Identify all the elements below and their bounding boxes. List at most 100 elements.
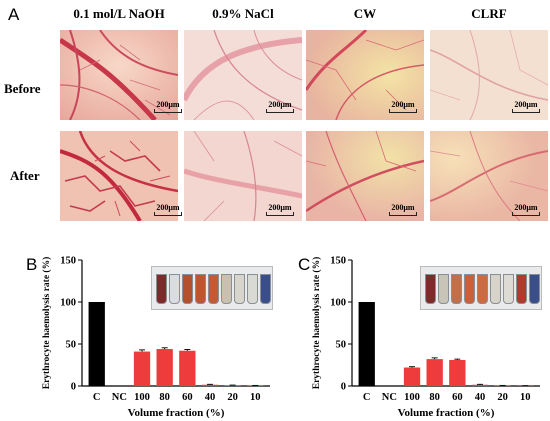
scale-label: 200μm bbox=[268, 203, 292, 212]
photo-before-cw bbox=[306, 30, 424, 120]
photo-after-clrf bbox=[430, 131, 548, 221]
haemolysis-chart-b: 0 50 100 150 C NC 100 80 60 40 20 10 Volume fraction… bbox=[41, 256, 270, 419]
scale-bar-before-naoh: 200μm bbox=[150, 100, 186, 113]
photo-before-nacl bbox=[184, 30, 302, 120]
scale-bar-after-cw: 200μm bbox=[385, 203, 421, 216]
bar bbox=[224, 385, 241, 386]
x-tick-label: 10 bbox=[250, 392, 260, 403]
scale-bar-line bbox=[389, 109, 417, 113]
bar bbox=[156, 349, 173, 386]
tube bbox=[529, 274, 540, 304]
scale-bar-before-clrf: 200μm bbox=[508, 100, 544, 113]
bar bbox=[471, 384, 489, 386]
panel-c-letter: C bbox=[298, 255, 311, 274]
y-tick-label: 50 bbox=[336, 340, 347, 351]
tube bbox=[156, 274, 167, 304]
tube bbox=[490, 274, 501, 304]
x-axis-label: Volume fraction (%) bbox=[398, 407, 495, 419]
x-tick-label: 100 bbox=[404, 392, 420, 403]
bar bbox=[449, 359, 466, 386]
scale-label: 200μm bbox=[156, 203, 180, 212]
row-label-after: After bbox=[10, 168, 40, 183]
scale-label: 200μm bbox=[391, 100, 415, 109]
tube bbox=[516, 274, 527, 304]
tube-photo-inset-b bbox=[151, 266, 273, 310]
tube bbox=[169, 274, 180, 304]
tube bbox=[477, 274, 488, 304]
photo-after-cw bbox=[306, 131, 424, 221]
bar bbox=[133, 351, 151, 386]
x-tick-label: 10 bbox=[520, 392, 531, 403]
tube bbox=[503, 274, 514, 304]
scale-label: 200μm bbox=[391, 203, 415, 212]
scale-bar-after-clrf: 200μm bbox=[508, 203, 544, 216]
y-tick-label: 150 bbox=[60, 256, 76, 267]
panel-a-letter: A bbox=[8, 5, 20, 24]
x-tick-label: 40 bbox=[475, 392, 486, 403]
x-tick-label: C bbox=[363, 392, 371, 403]
tube bbox=[464, 274, 475, 304]
x-tick-label: NC bbox=[382, 392, 397, 403]
x-tick-label: 60 bbox=[182, 392, 193, 403]
haemolysis-chart-c: 0 50 100 150 C NC 100 80 60 40 20 10 Volume fraction… bbox=[311, 256, 540, 419]
scale-bar-line bbox=[512, 109, 540, 113]
scale-bar-line bbox=[512, 212, 540, 216]
bar bbox=[179, 350, 196, 386]
y-axis-label: Erythrocyte haemolysis rate (%) bbox=[311, 257, 322, 390]
column-header-cw: CW bbox=[353, 6, 377, 21]
panel-b-letter: B bbox=[26, 255, 38, 274]
y-tick-label: 50 bbox=[66, 340, 77, 351]
y-tick-label: 150 bbox=[330, 256, 346, 267]
scale-bar-before-cw: 200μm bbox=[385, 100, 421, 113]
y-tick-label: 0 bbox=[341, 382, 346, 393]
photo-before-naoh bbox=[60, 30, 178, 120]
tube bbox=[260, 274, 271, 304]
column-header-naoh: 0.1 mol/L NaOH bbox=[73, 6, 165, 21]
x-axis-label: Volume fraction (%) bbox=[128, 407, 225, 419]
tube bbox=[425, 274, 436, 304]
bar bbox=[88, 302, 105, 386]
x-tick-label: C bbox=[93, 392, 101, 403]
scale-bar-before-nacl: 200μm bbox=[262, 100, 298, 113]
bar bbox=[426, 359, 443, 386]
column-header-nacl: 0.9% NaCl bbox=[212, 6, 274, 21]
scale-bar-after-naoh: 200μm bbox=[150, 203, 186, 216]
scale-label: 200μm bbox=[514, 203, 538, 212]
x-tick-label: 20 bbox=[497, 392, 508, 403]
x-tick-label: 60 bbox=[452, 392, 463, 403]
tube bbox=[234, 274, 245, 304]
photo-before-clrf bbox=[430, 30, 548, 120]
x-tick-label: 40 bbox=[205, 392, 216, 403]
tube bbox=[247, 274, 258, 304]
scale-label: 200μm bbox=[268, 100, 292, 109]
scale-bar-line bbox=[154, 109, 182, 113]
x-tick-label: 100 bbox=[134, 392, 150, 403]
y-tick-label: 100 bbox=[60, 298, 76, 309]
tube bbox=[195, 274, 206, 304]
scale-bar-after-nacl: 200μm bbox=[262, 203, 298, 216]
y-axis-label: Erythrocyte haemolysis rate (%) bbox=[41, 257, 52, 390]
scale-bar-line bbox=[266, 212, 294, 216]
bar bbox=[358, 302, 375, 386]
y-tick-label: 100 bbox=[330, 298, 346, 309]
column-header-clrf: CLRF bbox=[471, 6, 507, 21]
x-tick-label: 80 bbox=[429, 392, 440, 403]
tube bbox=[182, 274, 193, 304]
x-tick-label: 20 bbox=[227, 392, 238, 403]
bar bbox=[403, 367, 421, 386]
tube bbox=[438, 274, 449, 304]
x-tick-label: 80 bbox=[159, 392, 170, 403]
tube-photo-inset-c bbox=[420, 266, 542, 310]
photo-after-nacl bbox=[184, 131, 302, 221]
bar bbox=[201, 384, 219, 386]
scale-label: 200μm bbox=[514, 100, 538, 109]
scale-bar-line bbox=[154, 212, 182, 216]
scale-bar-line bbox=[266, 109, 294, 113]
x-tick-label: NC bbox=[112, 392, 127, 403]
tube bbox=[208, 274, 219, 304]
photo-after-naoh bbox=[60, 131, 178, 221]
tube bbox=[221, 274, 232, 304]
row-label-before: Before bbox=[4, 81, 41, 96]
scale-bar-line bbox=[389, 212, 417, 216]
y-tick-label: 0 bbox=[71, 382, 76, 393]
